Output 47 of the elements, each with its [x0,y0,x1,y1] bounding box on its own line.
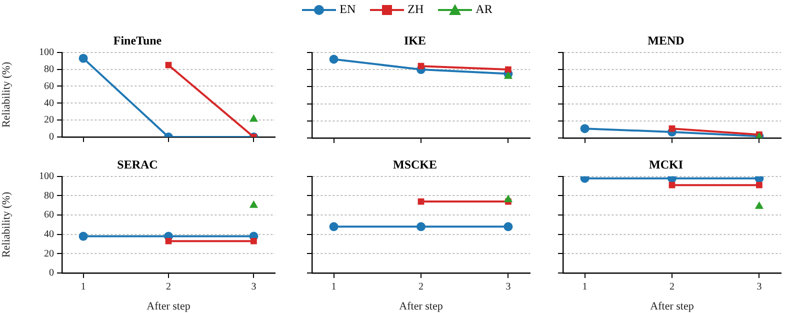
x-tick-label: 2 [418,282,424,293]
y-tick-label: 60 [44,80,54,92]
y-tick-label: 40 [44,228,54,240]
y-axis-title: Reliability (%) [0,62,12,128]
point [580,124,590,134]
y-axis-title: Reliability (%) [0,192,12,258]
chart-title: MCKI [649,157,684,172]
legend-label: AR [476,2,492,17]
y-tick-label: 80 [44,190,54,202]
point [418,62,424,70]
chart-title: FineTune [113,33,162,48]
point [78,232,88,241]
legend-label: EN [340,2,356,17]
point [329,54,338,64]
y-tick-label: 60 [44,210,54,221]
x-tick-label: 3 [506,282,511,293]
chart-title: IKE [404,33,426,48]
x-tick-label: 1 [80,282,86,293]
chart-title: MSCKE [392,157,438,172]
point [668,125,676,132]
chart-title: MEND [648,33,685,48]
x-tick-label: 2 [166,282,171,293]
point [78,54,88,63]
point [165,238,172,244]
x-axis-title: After step [146,300,191,312]
y-tick-label: 0 [49,132,54,143]
y-tick-label: 100 [39,171,54,182]
x-tick-label: 3 [756,282,762,293]
y-tick-label: 100 [39,47,54,58]
point [165,62,172,68]
y-tick-label: 20 [44,248,54,260]
point [250,238,257,244]
x-tick-label: 3 [251,282,256,293]
y-tick-label: 40 [44,98,54,109]
x-tick-label: 1 [331,282,336,293]
legend-label: ZH [408,2,424,17]
x-tick-label: 2 [670,282,674,293]
y-tick-label: 20 [44,114,54,126]
x-tick-label: 1 [582,282,588,293]
x-axis-title: After step [399,300,444,312]
point [505,66,512,73]
point [249,114,258,122]
y-tick-label: 0 [49,268,54,279]
point [249,200,258,208]
y-tick-label: 80 [44,64,54,75]
x-axis-title: After step [650,300,694,312]
chart-title: SERAC [117,157,158,172]
